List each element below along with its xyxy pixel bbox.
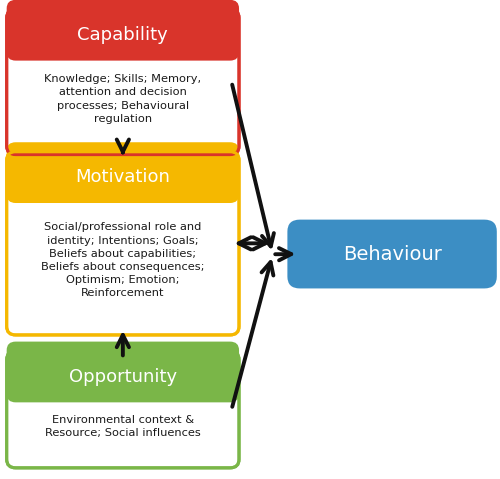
Text: Motivation: Motivation — [76, 169, 170, 186]
Text: Opportunity: Opportunity — [69, 368, 177, 386]
FancyBboxPatch shape — [6, 142, 239, 203]
Text: Social/professional role and
identity; Intentions; Goals;
Beliefs about capabili: Social/professional role and identity; I… — [41, 222, 204, 298]
FancyBboxPatch shape — [6, 10, 239, 155]
Text: Behaviour: Behaviour — [342, 244, 442, 263]
FancyBboxPatch shape — [288, 219, 497, 288]
Bar — [16, 176, 230, 194]
FancyBboxPatch shape — [6, 342, 239, 402]
Text: Environmental context &
Resource; Social influences: Environmental context & Resource; Social… — [45, 415, 201, 438]
Bar — [16, 375, 230, 394]
Text: Knowledge; Skills; Memory,
attention and decision
processes; Behavioural
regulat: Knowledge; Skills; Memory, attention and… — [44, 74, 202, 124]
FancyBboxPatch shape — [6, 0, 239, 61]
FancyBboxPatch shape — [6, 351, 239, 468]
Bar — [16, 33, 230, 52]
FancyBboxPatch shape — [6, 152, 239, 335]
Text: Capability: Capability — [78, 26, 168, 44]
